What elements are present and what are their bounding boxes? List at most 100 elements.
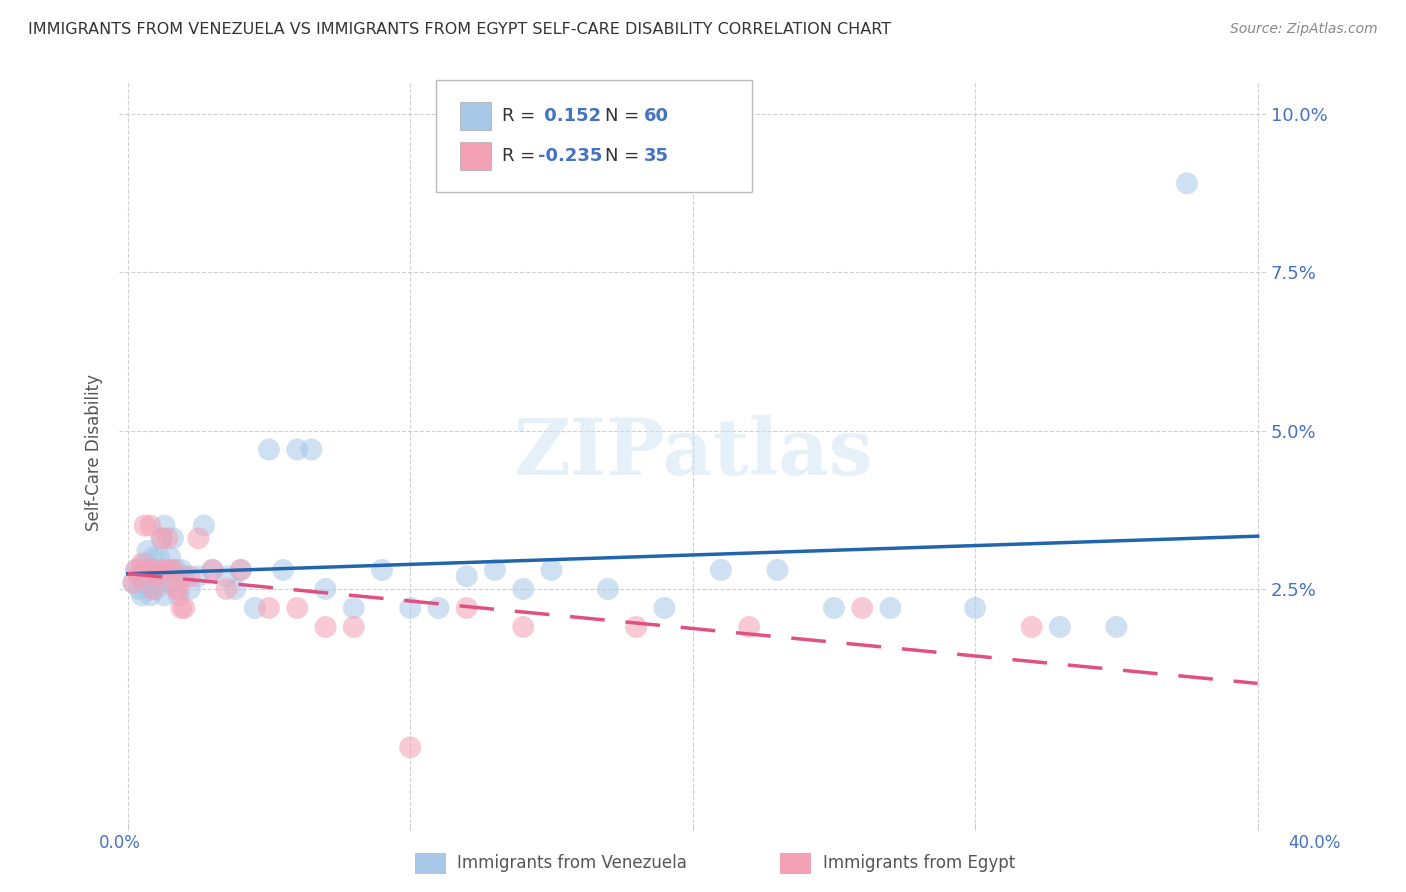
Point (131, 588, 153, 602)
Point (1175, 177, 1198, 191)
Point (150, 531, 173, 545)
Point (654, 601, 676, 615)
Point (125, 563, 148, 577)
Point (243, 601, 266, 615)
Point (153, 518, 176, 533)
Point (173, 601, 195, 615)
Point (215, 582, 238, 596)
Point (187, 569, 209, 583)
Point (170, 601, 193, 615)
Y-axis label: Self-Care Disability: Self-Care Disability (86, 374, 103, 532)
Text: Immigrants from Egypt: Immigrants from Egypt (823, 855, 1015, 872)
Text: R =: R = (502, 107, 541, 125)
Text: Source: ZipAtlas.com: Source: ZipAtlas.com (1230, 22, 1378, 37)
Point (201, 563, 224, 577)
Point (139, 588, 162, 602)
Point (159, 550, 181, 565)
Point (399, 740, 422, 755)
Point (484, 563, 506, 577)
Point (187, 531, 209, 545)
Point (1049, 620, 1071, 634)
Point (173, 569, 195, 583)
Text: 0.0%: 0.0% (98, 834, 141, 852)
Point (215, 569, 238, 583)
Point (738, 620, 761, 634)
Point (456, 601, 478, 615)
Point (167, 582, 190, 596)
Point (879, 601, 901, 615)
Text: ZIPatlas: ZIPatlas (513, 415, 873, 491)
Text: N =: N = (605, 147, 644, 165)
Point (624, 620, 647, 634)
Point (139, 518, 162, 533)
Point (193, 518, 215, 533)
Point (399, 601, 422, 615)
Point (156, 563, 179, 577)
Point (456, 569, 478, 583)
Point (271, 563, 294, 577)
Text: R =: R = (502, 147, 541, 165)
Text: IMMIGRANTS FROM VENEZUELA VS IMMIGRANTS FROM EGYPT SELF-CARE DISABILITY CORRELAT: IMMIGRANTS FROM VENEZUELA VS IMMIGRANTS … (28, 22, 891, 37)
Point (122, 575, 145, 590)
Point (343, 620, 366, 634)
Point (159, 563, 181, 577)
Point (131, 557, 153, 571)
Point (136, 582, 159, 596)
Text: N =: N = (605, 107, 644, 125)
Point (823, 601, 845, 615)
Point (710, 563, 733, 577)
Point (229, 563, 252, 577)
Point (224, 582, 246, 596)
Point (343, 601, 366, 615)
Text: 40.0%: 40.0% (1288, 834, 1341, 852)
Point (512, 620, 534, 634)
Point (153, 563, 176, 577)
Point (148, 550, 170, 565)
Point (167, 588, 190, 602)
Point (128, 569, 150, 583)
Point (150, 531, 173, 545)
Point (134, 557, 156, 571)
Point (299, 442, 322, 457)
Point (131, 569, 153, 583)
Point (1021, 620, 1043, 634)
Point (165, 563, 187, 577)
Point (170, 563, 193, 577)
Point (314, 620, 336, 634)
Point (142, 550, 165, 565)
Point (371, 563, 394, 577)
Point (145, 563, 167, 577)
Text: Immigrants from Venezuela: Immigrants from Venezuela (457, 855, 686, 872)
Point (201, 563, 224, 577)
Point (596, 582, 619, 596)
Point (162, 563, 184, 577)
Point (965, 601, 987, 615)
Point (148, 569, 170, 583)
Point (285, 601, 308, 615)
Point (512, 582, 534, 596)
Point (427, 601, 450, 615)
Point (766, 563, 789, 577)
Point (134, 575, 156, 590)
Point (134, 518, 156, 533)
Point (128, 582, 150, 596)
Point (314, 582, 336, 596)
Point (179, 569, 201, 583)
Point (1105, 620, 1128, 634)
Text: 60: 60 (644, 107, 669, 125)
Point (156, 531, 179, 545)
Point (139, 563, 162, 577)
Point (125, 563, 148, 577)
Point (122, 575, 145, 590)
Point (257, 442, 280, 457)
Point (136, 544, 159, 558)
Point (257, 601, 280, 615)
Point (285, 442, 308, 457)
Point (153, 588, 176, 602)
Point (150, 569, 173, 583)
Point (162, 531, 184, 545)
Point (145, 563, 167, 577)
Point (229, 563, 252, 577)
Point (148, 575, 170, 590)
Point (159, 575, 181, 590)
